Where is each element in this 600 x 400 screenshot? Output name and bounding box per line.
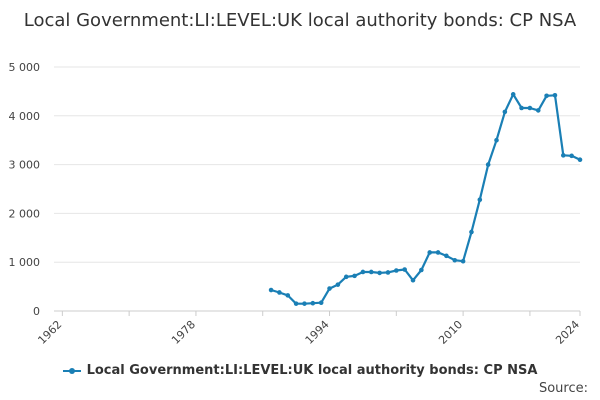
data-point [410, 277, 416, 283]
data-point [460, 258, 466, 264]
data-point [435, 250, 441, 255]
data-point [510, 92, 516, 97]
x-axis-tick-labels: 1962 1978 1994 2010 2024 [35, 318, 582, 347]
x-tick-label: 1994 [303, 318, 332, 347]
data-point [577, 157, 583, 163]
data-point [502, 109, 508, 115]
gridlines [54, 66, 580, 263]
data-point [310, 300, 316, 306]
data-point [277, 290, 282, 295]
x-tick-label: 1962 [35, 318, 64, 347]
data-point [469, 229, 474, 235]
data-point [452, 257, 458, 263]
legend-label: Local Government:LI:LEVEL:UK local autho… [86, 363, 538, 378]
series-layer [268, 92, 583, 306]
data-point [552, 93, 558, 98]
data-point [302, 301, 307, 306]
data-point [352, 273, 357, 279]
data-point [535, 108, 541, 113]
series-line [270, 93, 581, 305]
data-point [519, 105, 524, 111]
data-point [419, 267, 424, 273]
data-point [561, 153, 566, 158]
legend-swatch [62, 367, 81, 374]
data-point [394, 268, 399, 273]
source-label: Source: [538, 381, 588, 396]
data-point [318, 300, 324, 306]
data-point [360, 269, 366, 275]
y-axis-tick-labels: 0 1 000 2 000 3 000 4 000 5 000 [9, 61, 41, 318]
data-point [268, 287, 274, 293]
data-point [335, 282, 341, 287]
data-point [569, 153, 574, 159]
y-tick-label: 2 000 [9, 207, 41, 220]
legend[interactable]: Local Government:LI:LEVEL:UK local autho… [0, 363, 600, 378]
data-point [485, 162, 491, 167]
data-point [385, 270, 391, 275]
data-point [477, 197, 483, 203]
y-tick-label: 3 000 [9, 159, 41, 172]
y-tick-label: 5 000 [9, 61, 41, 74]
data-point [427, 250, 433, 255]
data-point [544, 93, 549, 99]
x-tick-label: 2024 [553, 318, 582, 347]
y-tick-label: 4 000 [9, 110, 41, 123]
x-tick-label: 2010 [436, 318, 465, 347]
data-point [343, 274, 349, 280]
x-tick-label: 1978 [169, 318, 198, 347]
data-point [444, 253, 449, 259]
data-point [368, 269, 374, 275]
y-tick-label: 0 [33, 305, 40, 318]
data-point [402, 267, 407, 272]
data-point [327, 286, 332, 291]
data-point [285, 293, 291, 298]
data-point [377, 270, 382, 276]
data-point [293, 301, 299, 306]
data-point [527, 105, 533, 111]
x-axis [54, 310, 581, 316]
data-point [494, 137, 499, 143]
chart-title: Local Government:LI:LEVEL:UK local autho… [23, 10, 577, 31]
y-tick-label: 1 000 [9, 256, 41, 269]
